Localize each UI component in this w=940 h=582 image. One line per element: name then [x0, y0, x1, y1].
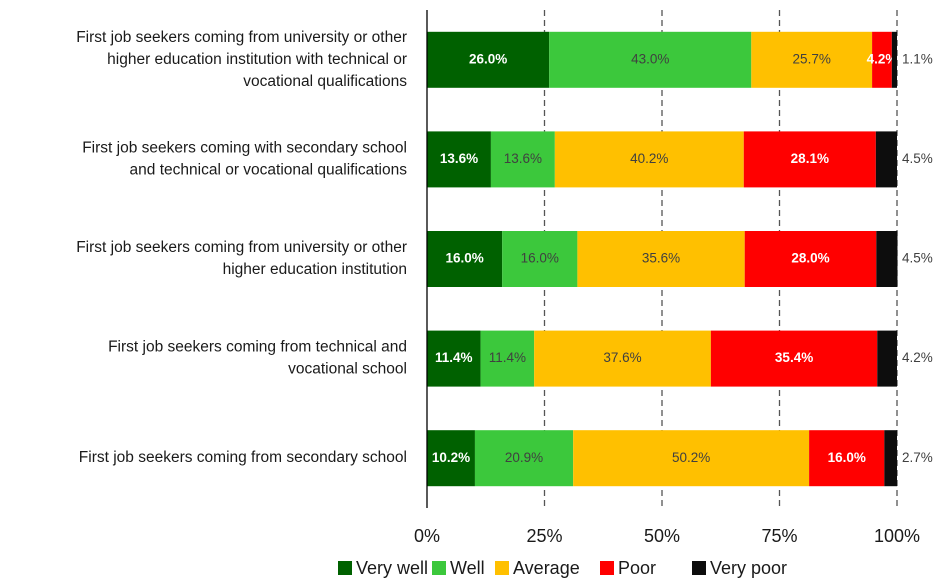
- legend-label: Poor: [618, 558, 656, 578]
- data-label: 16.0%: [828, 450, 866, 465]
- x-tick-label: 100%: [874, 526, 920, 546]
- bar-segment: [427, 430, 475, 487]
- data-label: 35.4%: [775, 350, 813, 365]
- data-label: 11.4%: [435, 350, 473, 365]
- bar-segment: [490, 131, 555, 188]
- data-label: 4.5%: [902, 251, 933, 266]
- data-label: 28.0%: [791, 251, 829, 266]
- legend-label: Very well: [356, 558, 428, 578]
- data-label: 1.1%: [902, 51, 933, 66]
- data-label: 13.6%: [440, 151, 478, 166]
- data-label: 43.0%: [631, 51, 669, 66]
- category-label: First job seekers coming from university…: [76, 29, 407, 90]
- bar-segment: [502, 231, 578, 287]
- bar-segment: [751, 31, 873, 88]
- bar-segment: [549, 31, 752, 88]
- legend-swatch: [495, 561, 509, 575]
- data-label: 28.1%: [791, 151, 829, 166]
- data-label: 26.0%: [469, 51, 507, 66]
- data-label: 11.4%: [489, 350, 526, 365]
- bar-segment: [427, 131, 491, 188]
- data-label: 4.2%: [867, 51, 898, 66]
- bar-segment: [534, 330, 711, 387]
- bar-segment: [474, 430, 574, 487]
- data-label: 4.2%: [902, 350, 933, 365]
- legend-swatch: [338, 561, 352, 575]
- bar-segment: [427, 330, 481, 387]
- data-label: 20.9%: [505, 450, 543, 465]
- x-tick-label: 25%: [526, 526, 562, 546]
- bar-segment: [554, 131, 744, 188]
- legend-swatch: [432, 561, 446, 575]
- bar-segment: [877, 330, 897, 387]
- data-label: 16.0%: [445, 251, 483, 266]
- bar-segment: [427, 31, 550, 88]
- x-tick-label: 50%: [644, 526, 680, 546]
- bar-segment: [710, 330, 878, 387]
- bar-segment: [573, 430, 810, 487]
- legend-swatch: [600, 561, 614, 575]
- data-label: 10.2%: [432, 450, 470, 465]
- bar-segment: [480, 330, 535, 387]
- data-label: 2.7%: [902, 450, 933, 465]
- category-label: First job seekers coming with secondary …: [82, 139, 407, 178]
- bar-segment: [809, 430, 885, 487]
- bar-segment: [884, 430, 897, 487]
- category-label: First job seekers coming from technical …: [108, 339, 407, 378]
- data-label: 16.0%: [521, 251, 559, 266]
- category-label: First job seekers coming from secondary …: [79, 449, 407, 466]
- x-tick-label: 75%: [761, 526, 797, 546]
- legend-label: Average: [513, 558, 580, 578]
- data-label: 4.5%: [902, 151, 933, 166]
- bar-segment: [743, 131, 876, 188]
- bar-segment: [875, 131, 897, 188]
- legend-swatch: [692, 561, 706, 575]
- bar-segment: [744, 231, 877, 287]
- data-label: 50.2%: [672, 450, 710, 465]
- bar-segment: [876, 231, 898, 287]
- data-label: 25.7%: [793, 51, 831, 66]
- x-tick-label: 0%: [414, 526, 440, 546]
- legend-label: Well: [450, 558, 485, 578]
- bar-segment: [891, 31, 897, 88]
- bar-segment: [577, 231, 745, 287]
- category-label: First job seekers coming from university…: [76, 239, 407, 278]
- data-label: 40.2%: [630, 151, 668, 166]
- bar-segment: [872, 31, 892, 88]
- data-label: 35.6%: [642, 251, 680, 266]
- data-label: 13.6%: [504, 151, 542, 166]
- data-label: 37.6%: [603, 350, 641, 365]
- legend-label: Very poor: [710, 558, 787, 578]
- bar-segment: [427, 231, 503, 287]
